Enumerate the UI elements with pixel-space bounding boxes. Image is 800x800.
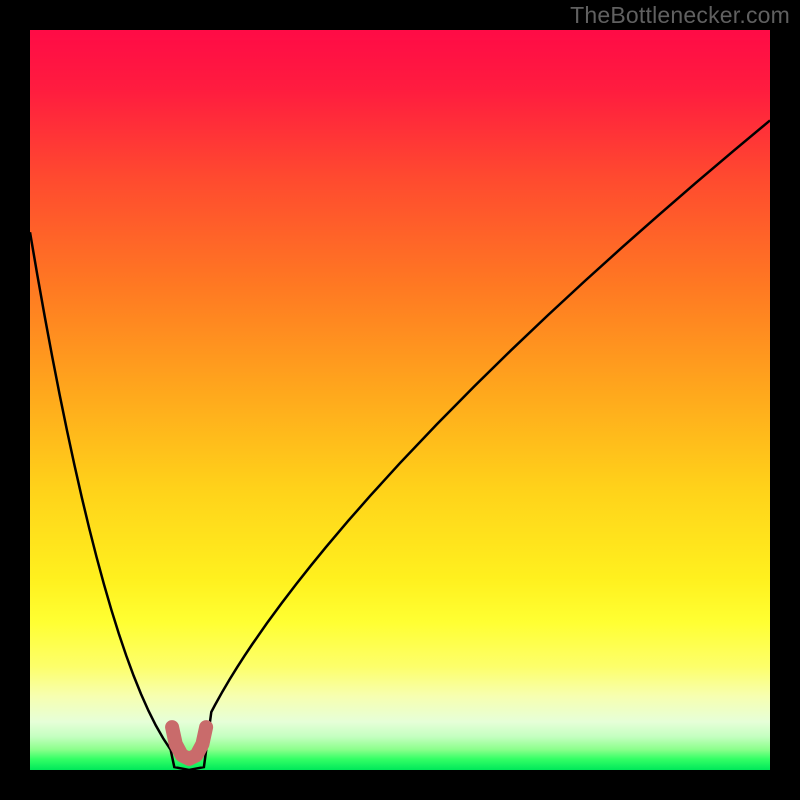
stage: TheBottlenecker.com [0,0,800,800]
black-frame [0,0,800,800]
